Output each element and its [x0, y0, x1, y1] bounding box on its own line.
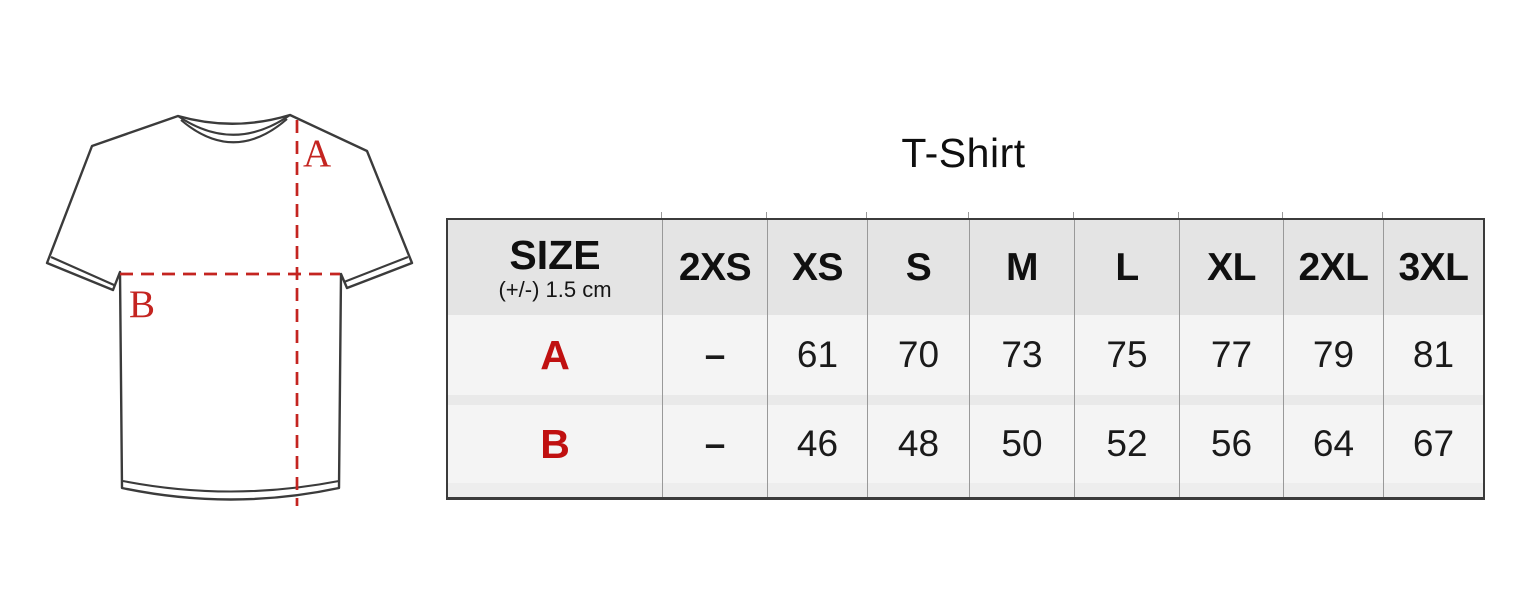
- column-tick: [866, 212, 867, 218]
- size-header-cell: SIZE (+/-) 1.5 cm: [448, 220, 662, 315]
- size-table: SIZE (+/-) 1.5 cm 2XS XS S M L XL 2XL 3X…: [446, 212, 1485, 500]
- bottom-strip: [448, 483, 662, 497]
- measurement-cell: 70: [867, 315, 969, 395]
- bottom-strip: [867, 483, 969, 497]
- bottom-strip: [767, 483, 867, 497]
- column-tick: [1282, 212, 1283, 218]
- header-cell-3xl: 3XL: [1383, 220, 1483, 315]
- row-divider: [1383, 395, 1483, 405]
- row-divider: [1283, 395, 1383, 405]
- row-label-b: B: [448, 405, 662, 483]
- measurement-cell: 81: [1383, 315, 1483, 395]
- bottom-strip: [1383, 483, 1483, 497]
- measurement-cell: 46: [767, 405, 867, 483]
- tshirt-outline: [45, 113, 414, 501]
- measure-label-b: B: [129, 283, 155, 326]
- column-tick: [1382, 212, 1383, 218]
- bottom-strip: [662, 483, 767, 497]
- row-divider: [969, 395, 1074, 405]
- bottom-strip: [969, 483, 1074, 497]
- size-label: SIZE: [509, 231, 601, 278]
- measurement-cell: 61: [767, 315, 867, 395]
- measurement-cell: –: [662, 315, 767, 395]
- row-divider: [448, 395, 662, 405]
- measurement-cell: 64: [1283, 405, 1383, 483]
- header-cell-m: M: [969, 220, 1074, 315]
- measurement-cell: 48: [867, 405, 969, 483]
- row-divider: [767, 395, 867, 405]
- row-divider: [867, 395, 969, 405]
- collar-inner-line: [180, 118, 288, 144]
- row-divider: [1074, 395, 1179, 405]
- collar-outer-line: [177, 114, 291, 136]
- header-cell-l: L: [1074, 220, 1179, 315]
- column-tick: [661, 212, 662, 218]
- measurement-cell: –: [662, 405, 767, 483]
- measurement-cell: 75: [1074, 315, 1179, 395]
- column-tick: [766, 212, 767, 218]
- measurement-cell: 73: [969, 315, 1074, 395]
- page-title: T-Shirt: [901, 130, 1026, 176]
- header-cell-2xl: 2XL: [1283, 220, 1383, 315]
- bottom-strip: [1283, 483, 1383, 497]
- row-divider: [662, 395, 767, 405]
- measure-label-a: A: [303, 132, 331, 175]
- column-tick: [968, 212, 969, 218]
- row-divider: [1179, 395, 1283, 405]
- bottom-strip: [1074, 483, 1179, 497]
- measurement-cell: 50: [969, 405, 1074, 483]
- measurement-cell: 52: [1074, 405, 1179, 483]
- hem-line: [122, 479, 340, 493]
- bottom-strip: [1179, 483, 1283, 497]
- measurement-cell: 79: [1283, 315, 1383, 395]
- right-cuff-line: [343, 256, 409, 283]
- left-cuff-line: [50, 256, 115, 286]
- header-cell-xs: XS: [767, 220, 867, 315]
- column-tick: [1073, 212, 1074, 218]
- measurement-cell: 67: [1383, 405, 1483, 483]
- measurement-cell: 77: [1179, 315, 1283, 395]
- header-cell-xl: XL: [1179, 220, 1283, 315]
- column-tick: [1178, 212, 1179, 218]
- row-label-a: A: [448, 315, 662, 395]
- header-cell-2xs: 2XS: [662, 220, 767, 315]
- tshirt-diagram: A B: [45, 113, 414, 506]
- measurement-cell: 56: [1179, 405, 1283, 483]
- size-tolerance-label: (+/-) 1.5 cm: [498, 276, 612, 302]
- header-cell-s: S: [867, 220, 969, 315]
